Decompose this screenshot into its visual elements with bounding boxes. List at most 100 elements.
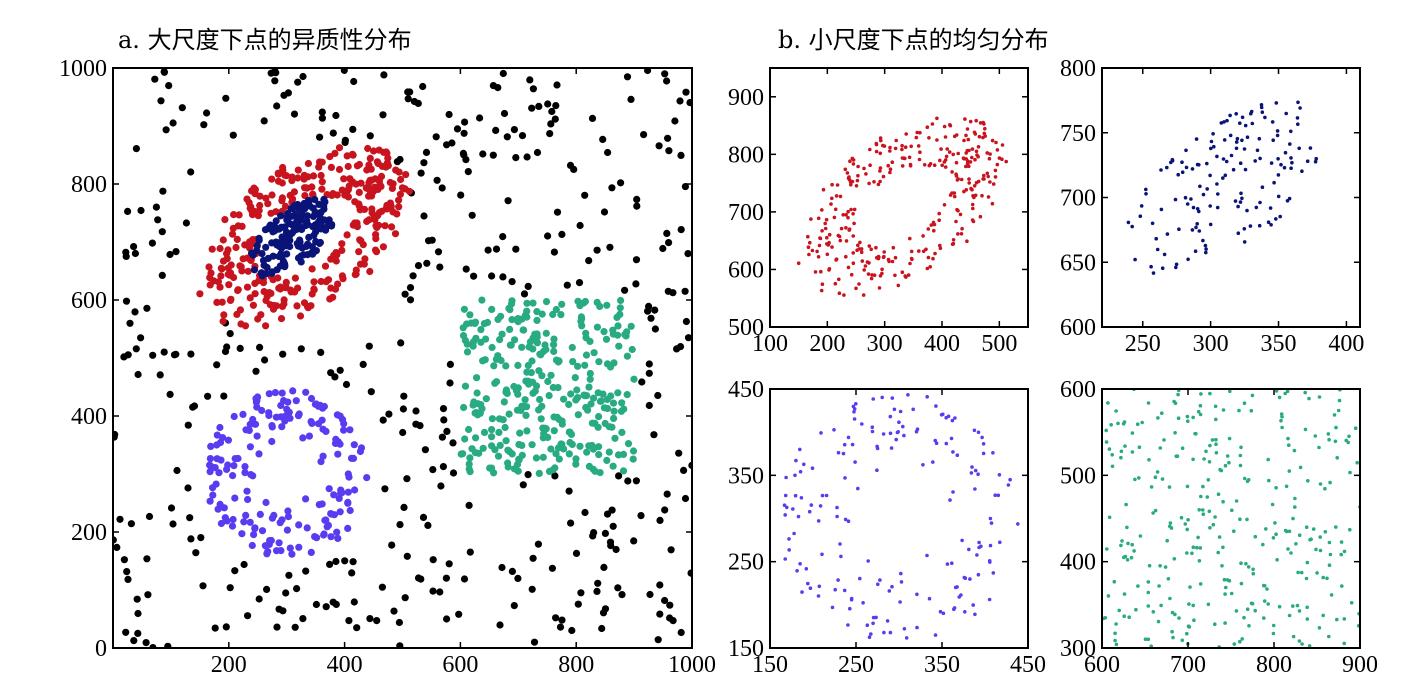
background-point <box>279 350 287 358</box>
teal-point <box>1280 425 1284 430</box>
background-point <box>113 543 121 552</box>
teal-point <box>622 332 630 340</box>
teal-point <box>560 395 568 403</box>
teal-point <box>506 341 514 349</box>
teal-point <box>1333 439 1338 444</box>
teal-point <box>1283 391 1287 396</box>
red-point <box>908 162 913 167</box>
red-point <box>335 144 344 152</box>
background-point <box>280 91 288 99</box>
teal-point <box>1207 509 1212 514</box>
background-point <box>329 129 337 137</box>
y-tick-label: 800 <box>71 172 107 198</box>
purple-point <box>898 409 903 414</box>
navy-point <box>316 238 324 247</box>
teal-point <box>539 453 547 461</box>
background-point <box>397 339 405 347</box>
background-point <box>143 555 151 563</box>
teal-point <box>1127 615 1131 619</box>
navy-point <box>1276 173 1281 177</box>
teal-point <box>1158 564 1162 568</box>
teal-point <box>515 440 523 449</box>
teal-point <box>578 322 586 330</box>
purple-point <box>277 401 285 410</box>
navy-point <box>1269 161 1274 165</box>
navy-point <box>1283 150 1288 155</box>
background-point <box>158 271 166 279</box>
background-point <box>189 403 197 411</box>
teal-point <box>1262 599 1267 603</box>
purple-point <box>843 476 847 480</box>
purple-point <box>846 623 850 627</box>
background-point <box>666 601 674 609</box>
purple-point <box>278 389 286 397</box>
purple-point <box>321 516 329 524</box>
purple-point <box>878 578 882 582</box>
red-point <box>338 272 346 280</box>
background-point <box>142 639 150 647</box>
background-point <box>544 232 552 240</box>
red-point <box>976 145 981 149</box>
background-point <box>645 401 653 410</box>
red-point <box>993 168 998 173</box>
navy-point <box>1197 229 1202 233</box>
teal-point <box>1297 639 1302 643</box>
teal-point <box>569 358 577 366</box>
red-point <box>368 192 376 200</box>
purple-point <box>973 468 978 473</box>
purple-point <box>265 390 273 398</box>
teal-point <box>1220 564 1224 568</box>
teal-point <box>1245 607 1250 611</box>
purple-point <box>785 505 789 510</box>
background-point <box>654 391 662 400</box>
background-point <box>528 585 536 593</box>
zoom-navy-frame <box>1101 67 1361 328</box>
teal-point <box>1140 420 1144 425</box>
red-point <box>972 184 977 188</box>
purple-point <box>318 416 326 424</box>
purple-point <box>832 428 836 432</box>
purple-point <box>783 557 787 561</box>
red-point <box>815 249 819 254</box>
x-tick-label: 400 <box>1328 331 1364 357</box>
red-point <box>838 194 843 199</box>
teal-point <box>1266 602 1270 606</box>
y-tick-label: 300 <box>1060 636 1096 662</box>
x-tick-label: 450 <box>1010 652 1046 678</box>
background-point <box>240 560 248 569</box>
y-tick-label: 600 <box>1060 315 1096 341</box>
navy-point <box>1240 138 1244 143</box>
purple-point <box>899 580 904 584</box>
red-point <box>395 203 403 211</box>
background-point <box>137 334 145 342</box>
zoom-purple-points <box>782 393 1020 640</box>
red-point <box>967 181 971 185</box>
teal-point <box>1160 411 1164 416</box>
background-point <box>449 439 457 447</box>
purple-point <box>941 412 945 417</box>
purple-point <box>861 601 865 605</box>
red-point <box>977 134 982 139</box>
teal-point <box>1130 450 1135 454</box>
teal-point <box>1217 535 1222 539</box>
red-point <box>353 223 361 231</box>
navy-point <box>1209 139 1214 144</box>
red-point <box>372 231 380 239</box>
teal-point <box>533 316 541 324</box>
teal-point <box>495 428 503 436</box>
purple-point <box>794 458 798 463</box>
teal-point <box>619 450 628 458</box>
purple-point <box>997 473 1002 477</box>
teal-point <box>1151 511 1155 515</box>
background-point <box>664 134 672 142</box>
red-point <box>866 272 871 276</box>
teal-point <box>1227 578 1232 583</box>
teal-point <box>1318 548 1323 553</box>
teal-point <box>595 413 603 421</box>
teal-point <box>502 437 510 445</box>
purple-point <box>824 493 829 498</box>
teal-point <box>628 345 636 354</box>
teal-point <box>542 329 550 337</box>
teal-point <box>583 448 591 456</box>
red-point <box>217 272 225 280</box>
